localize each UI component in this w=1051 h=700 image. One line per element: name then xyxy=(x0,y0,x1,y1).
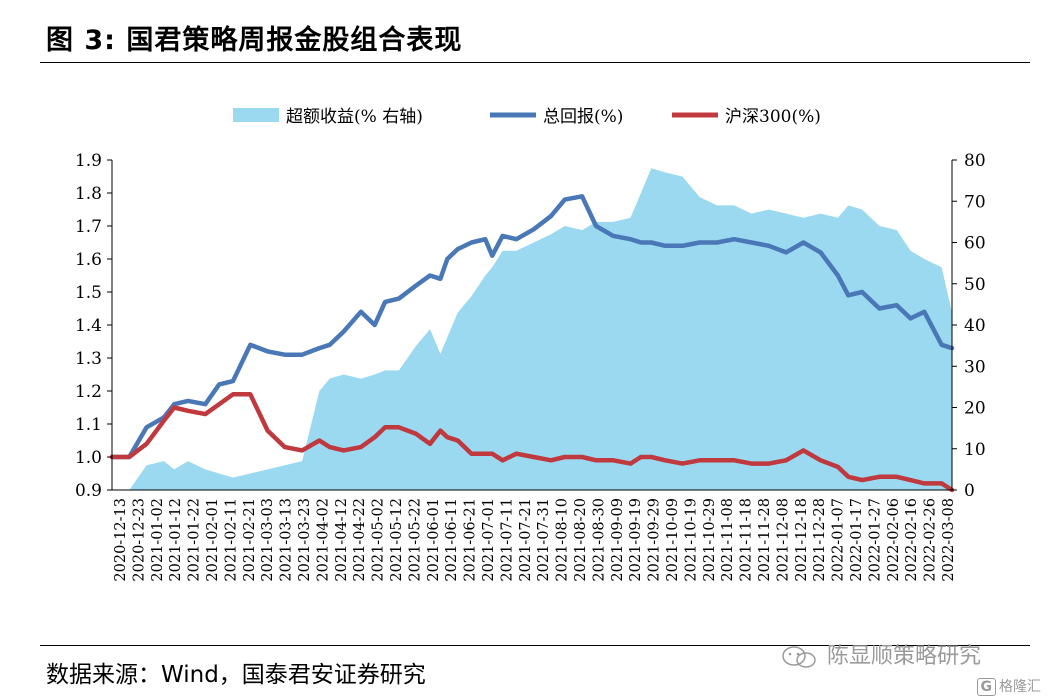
legend-label-total: 总回报(%) xyxy=(543,107,623,127)
series-area-excess xyxy=(112,168,952,491)
y-left-tick-label: 1.2 xyxy=(75,382,102,402)
x-tick-label: 2021-08-20 xyxy=(573,498,589,582)
x-tick-label: 2021-05-12 xyxy=(389,498,405,582)
x-tick-label: 2021-01-22 xyxy=(187,498,203,582)
x-tick-label: 2021-04-12 xyxy=(334,498,350,582)
x-tick-label: 2020-12-23 xyxy=(131,498,147,582)
plot-area xyxy=(109,168,955,493)
y-right-tick-label: 30 xyxy=(964,357,986,377)
x-tick-label: 2021-04-02 xyxy=(315,498,331,582)
y-right-tick-label: 10 xyxy=(964,440,986,460)
figure-title: 图 3: 国君策略周报金股组合表现 xyxy=(46,25,463,56)
legend: 超额收益(% 右轴) 总回报(%) 沪深300(%) xyxy=(233,107,821,127)
axes: 1.9 1.8 1.7 1.6 1.5 1.4 1.3 1.2 1.1 1.0 0.9 80 70 60 5… xyxy=(75,151,986,582)
y-left-tick-label: 1.7 xyxy=(75,217,102,237)
y-right-tick-label: 50 xyxy=(964,275,986,295)
x-tick-label: 2021-01-02 xyxy=(150,498,166,582)
y-left-tick-label: 1.3 xyxy=(75,349,102,369)
legend-swatch-excess xyxy=(233,108,279,122)
x-tick-label: 2021-11-18 xyxy=(739,498,755,582)
wechat-icon xyxy=(782,646,816,668)
x-tick-label: 2022-02-06 xyxy=(886,498,902,582)
x-tick-label: 2022-02-26 xyxy=(923,498,939,582)
series-line-hs300 xyxy=(109,392,955,493)
x-tick-label: 2021-07-21 xyxy=(518,498,534,582)
x-tick-label: 2021-12-28 xyxy=(812,498,828,582)
y-left-tick-label: 1.9 xyxy=(75,151,102,171)
logo-text: 格隆汇 xyxy=(999,679,1041,695)
x-tick-label: 2021-04-22 xyxy=(352,498,368,582)
x-tick-label: 2021-06-21 xyxy=(463,498,479,582)
x-tick-label: 2021-05-22 xyxy=(407,498,423,582)
x-tick-label: 2021-07-31 xyxy=(536,498,552,582)
x-tick-label: 2021-02-01 xyxy=(205,498,221,582)
x-tick-label: 2021-03-03 xyxy=(260,498,276,582)
x-tick-label: 2021-11-08 xyxy=(720,498,736,582)
x-tick-label: 2022-01-07 xyxy=(831,498,847,582)
watermark: 陈显顺策略研究 xyxy=(780,638,981,670)
x-tick-label: 2021-03-13 xyxy=(279,498,295,582)
x-tick-label: 2021-08-30 xyxy=(591,498,607,582)
y-left-tick-label: 1.0 xyxy=(75,448,102,468)
x-tick-label: 2021-02-11 xyxy=(223,498,239,582)
y-right-tick-label: 80 xyxy=(964,151,986,171)
y-right-tick-label: 0 xyxy=(964,481,975,501)
series-line-total xyxy=(109,194,955,460)
x-tick-label: 2021-10-19 xyxy=(683,498,699,582)
x-tick-label: 2021-09-09 xyxy=(610,498,626,582)
x-tick-label: 2021-09-19 xyxy=(628,498,644,582)
logo-g-icon: G xyxy=(976,678,996,696)
x-tick-label: 2021-12-18 xyxy=(794,498,810,582)
x-tick-label: 2020-12-13 xyxy=(113,498,129,582)
y-left-tick-label: 1.5 xyxy=(75,283,102,303)
x-tick-label: 2022-03-08 xyxy=(941,498,957,582)
x-tick-label: 2021-01-12 xyxy=(168,498,184,582)
y-left-tick-label: 0.9 xyxy=(75,481,102,501)
watermark-text: 陈显顺策略研究 xyxy=(827,644,982,669)
x-tick-label: 2022-01-17 xyxy=(849,498,865,582)
x-tick-label: 2021-06-01 xyxy=(426,498,442,582)
x-tick-label: 2021-06-11 xyxy=(444,498,460,582)
x-tick-label: 2022-01-27 xyxy=(867,498,883,582)
y-left-tick-label: 1.8 xyxy=(75,184,102,204)
x-tick-label: 2021-05-02 xyxy=(371,498,387,582)
x-tick-label: 2021-10-09 xyxy=(665,498,681,582)
y-right-tick-label: 20 xyxy=(964,399,986,419)
x-tick-label: 2021-09-29 xyxy=(647,498,663,582)
x-tick-label: 2021-12-08 xyxy=(775,498,791,582)
x-tick-label: 2021-02-21 xyxy=(242,498,258,582)
x-tick-label: 2021-08-10 xyxy=(555,498,571,582)
x-tick-label: 2022-02-16 xyxy=(904,498,920,582)
x-tick-label: 2021-03-23 xyxy=(297,498,313,582)
logo: G 格隆汇 xyxy=(976,676,1041,696)
source-rule xyxy=(40,645,1030,646)
title-rule xyxy=(40,62,1030,63)
legend-label-hs300: 沪深300(%) xyxy=(725,107,821,127)
legend-label-excess: 超额收益(% 右轴) xyxy=(286,107,423,127)
x-tick-label: 2021-07-11 xyxy=(499,498,515,582)
y-right-tick-label: 70 xyxy=(964,192,986,212)
y-right-tick-label: 60 xyxy=(964,234,986,254)
y-left-tick-label: 1.4 xyxy=(75,316,102,336)
x-tick-label: 2021-10-29 xyxy=(702,498,718,582)
x-tick-label: 2021-11-28 xyxy=(757,498,773,582)
y-right-tick-label: 40 xyxy=(964,316,986,336)
y-left-tick-label: 1.6 xyxy=(75,250,102,270)
source-note: 数据来源：Wind，国泰君安证券研究 xyxy=(46,662,426,688)
x-tick-label: 2021-07-01 xyxy=(481,498,497,582)
chart: 超额收益(% 右轴) 总回报(%) 沪深300(%) 1.91.81.71.61… xyxy=(75,107,986,582)
y-left-tick-label: 1.1 xyxy=(75,415,102,435)
